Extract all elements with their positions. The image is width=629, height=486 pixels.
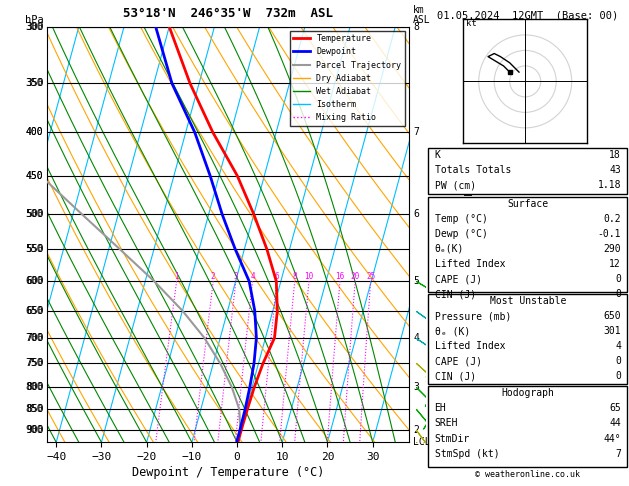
- Text: CAPE (J): CAPE (J): [435, 356, 482, 366]
- Text: 44: 44: [609, 418, 621, 429]
- Text: 12: 12: [609, 259, 621, 269]
- Text: θₑ(K): θₑ(K): [435, 244, 464, 254]
- Text: SREH: SREH: [435, 418, 458, 429]
- Text: 0.2: 0.2: [603, 214, 621, 224]
- Text: 600: 600: [25, 277, 43, 286]
- Text: 1.18: 1.18: [598, 180, 621, 191]
- Text: Dewp (°C): Dewp (°C): [435, 229, 487, 239]
- Bar: [428, 197, 627, 292]
- Text: 300: 300: [26, 22, 43, 32]
- Text: 850: 850: [26, 404, 43, 414]
- Text: 550: 550: [25, 244, 43, 254]
- Bar: [428, 148, 627, 194]
- Text: 400: 400: [26, 127, 43, 138]
- Text: -0.1: -0.1: [598, 229, 621, 239]
- Text: 1: 1: [174, 272, 179, 281]
- Text: PW (cm): PW (cm): [435, 180, 476, 191]
- Text: Lifted Index: Lifted Index: [435, 259, 505, 269]
- Text: 18: 18: [609, 150, 621, 160]
- Legend: Temperature, Dewpoint, Parcel Trajectory, Dry Adiabat, Wet Adiabat, Isotherm, Mi: Temperature, Dewpoint, Parcel Trajectory…: [290, 31, 404, 125]
- Text: 550: 550: [26, 244, 43, 254]
- Text: CIN (J): CIN (J): [435, 289, 476, 299]
- Text: 301: 301: [603, 326, 621, 336]
- Text: StmDir: StmDir: [435, 434, 470, 444]
- Bar: [428, 386, 627, 467]
- Text: 350: 350: [25, 78, 43, 88]
- Text: 650: 650: [25, 306, 43, 316]
- Text: 0: 0: [615, 371, 621, 382]
- Text: 750: 750: [25, 358, 43, 368]
- Text: 700: 700: [26, 333, 43, 343]
- Text: 10: 10: [304, 272, 314, 281]
- Text: 350: 350: [26, 78, 43, 88]
- Text: 4: 4: [413, 333, 419, 343]
- Text: 650: 650: [26, 306, 43, 316]
- Text: 500: 500: [25, 209, 43, 219]
- Text: 6: 6: [413, 209, 419, 219]
- Text: 450: 450: [25, 171, 43, 181]
- Text: 65: 65: [609, 403, 621, 414]
- Text: 600: 600: [26, 277, 43, 286]
- Text: Mixing Ratio (g/kg): Mixing Ratio (g/kg): [465, 179, 476, 290]
- Text: kt: kt: [466, 18, 477, 28]
- Text: 0: 0: [615, 356, 621, 366]
- Text: 43: 43: [609, 165, 621, 175]
- Text: 53°18'N  246°35'W  732m  ASL: 53°18'N 246°35'W 732m ASL: [123, 7, 333, 20]
- Text: km
ASL: km ASL: [413, 5, 430, 25]
- Text: Totals Totals: Totals Totals: [435, 165, 511, 175]
- Text: 750: 750: [26, 358, 43, 368]
- Text: 3: 3: [233, 272, 238, 281]
- Text: 3: 3: [413, 382, 419, 392]
- Text: 800: 800: [25, 382, 43, 392]
- Text: 44°: 44°: [603, 434, 621, 444]
- Text: θₑ (K): θₑ (K): [435, 326, 470, 336]
- Text: 5: 5: [413, 277, 419, 286]
- Text: 8: 8: [292, 272, 297, 281]
- Text: Temp (°C): Temp (°C): [435, 214, 487, 224]
- Text: 300: 300: [25, 22, 43, 32]
- Text: 4: 4: [250, 272, 255, 281]
- Text: 7: 7: [413, 127, 419, 138]
- Text: 2: 2: [413, 425, 419, 435]
- Text: 900: 900: [26, 425, 43, 435]
- Text: 20: 20: [350, 272, 360, 281]
- Text: 16: 16: [335, 272, 345, 281]
- Text: Hodograph: Hodograph: [501, 388, 554, 399]
- Text: 0: 0: [615, 289, 621, 299]
- Text: 500: 500: [26, 209, 43, 219]
- Text: EH: EH: [435, 403, 447, 414]
- Text: 850: 850: [25, 404, 43, 414]
- Bar: [428, 294, 627, 384]
- Text: CAPE (J): CAPE (J): [435, 274, 482, 284]
- X-axis label: Dewpoint / Temperature (°C): Dewpoint / Temperature (°C): [132, 466, 324, 479]
- Text: 290: 290: [603, 244, 621, 254]
- Text: 2: 2: [211, 272, 216, 281]
- Text: 7: 7: [615, 449, 621, 459]
- Text: 450: 450: [26, 171, 43, 181]
- Text: hPa: hPa: [25, 15, 43, 25]
- Text: StmSpd (kt): StmSpd (kt): [435, 449, 499, 459]
- Text: LCL: LCL: [413, 437, 431, 447]
- Text: K: K: [435, 150, 440, 160]
- Text: 700: 700: [25, 333, 43, 343]
- Text: Most Unstable: Most Unstable: [489, 296, 566, 306]
- Text: CIN (J): CIN (J): [435, 371, 476, 382]
- Text: 6: 6: [274, 272, 279, 281]
- Text: 400: 400: [25, 127, 43, 138]
- Text: 800: 800: [26, 382, 43, 392]
- Text: 4: 4: [615, 341, 621, 351]
- Text: 0: 0: [615, 274, 621, 284]
- Text: 900: 900: [25, 425, 43, 435]
- Text: © weatheronline.co.uk: © weatheronline.co.uk: [476, 469, 580, 479]
- Text: 650: 650: [603, 311, 621, 321]
- Text: 01.05.2024  12GMT  (Base: 00): 01.05.2024 12GMT (Base: 00): [437, 11, 618, 21]
- Text: 25: 25: [366, 272, 376, 281]
- Text: Lifted Index: Lifted Index: [435, 341, 505, 351]
- Text: 8: 8: [413, 22, 419, 32]
- Text: Pressure (mb): Pressure (mb): [435, 311, 511, 321]
- Text: Surface: Surface: [507, 199, 548, 209]
